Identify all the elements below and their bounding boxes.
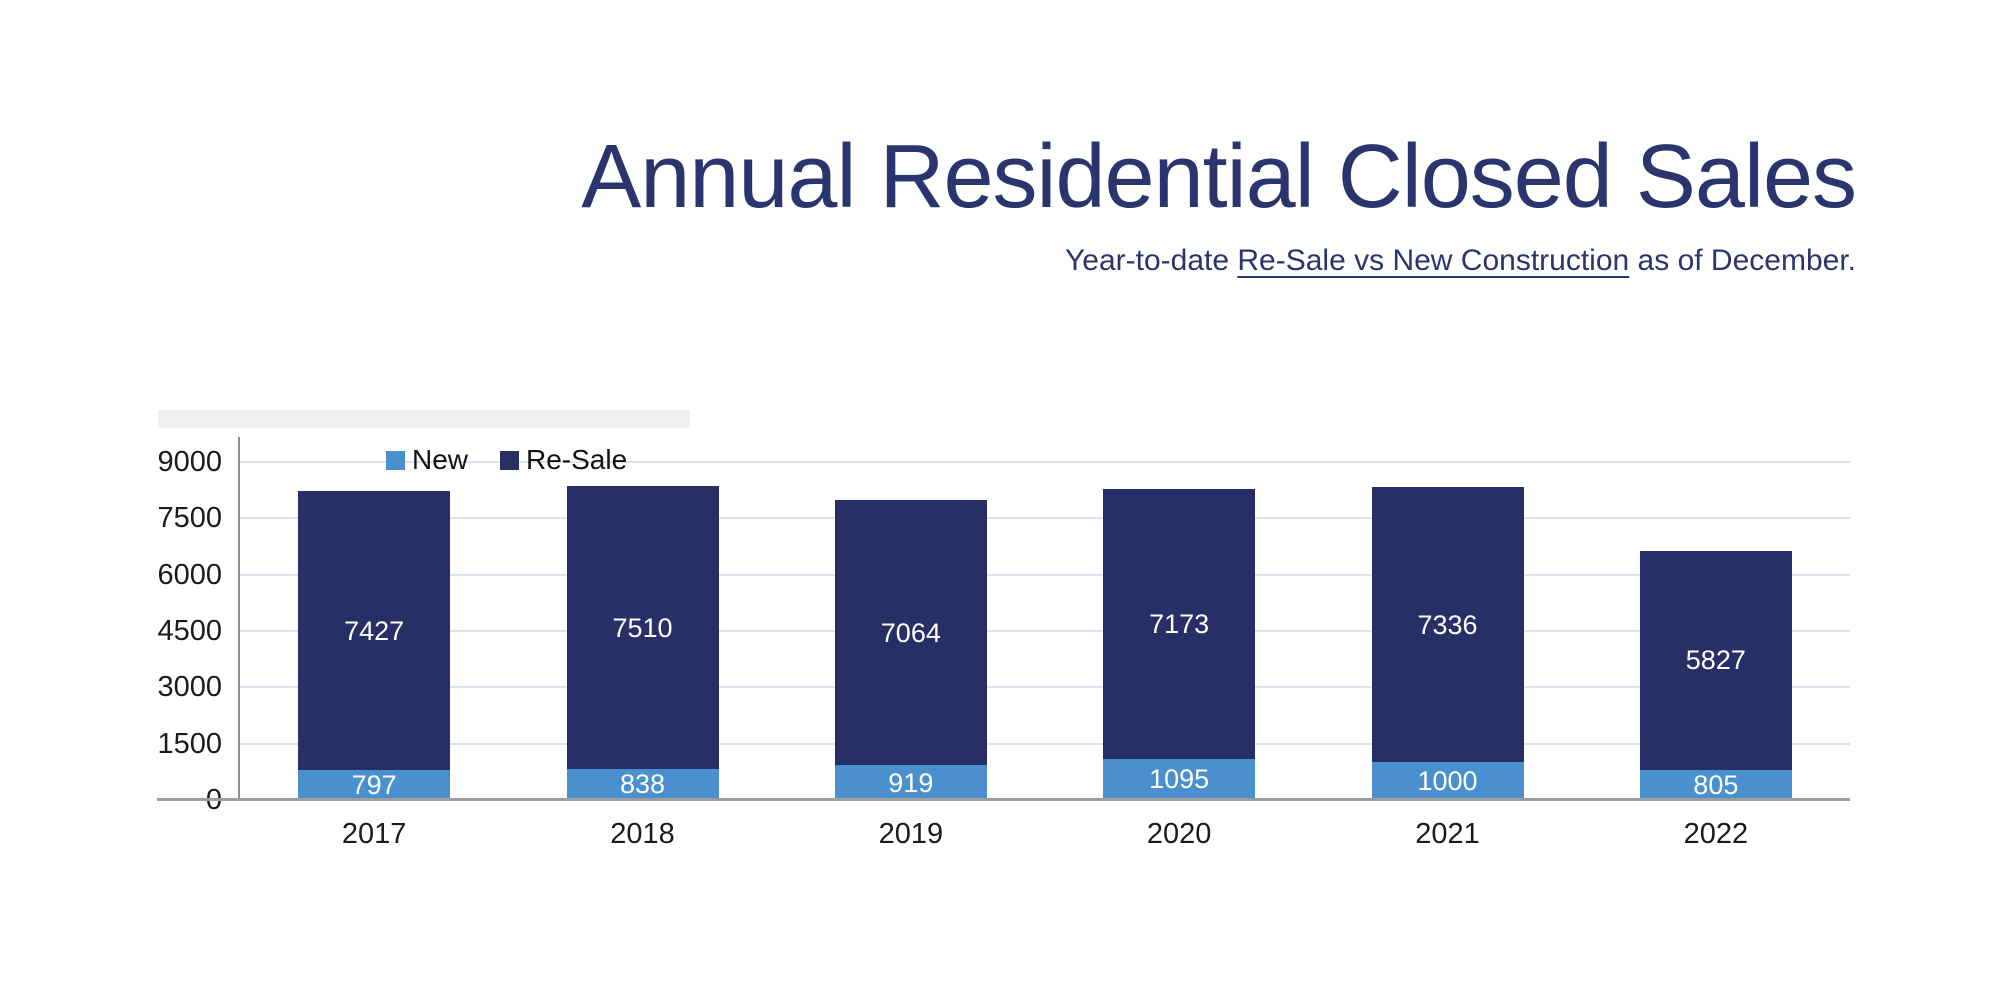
x-axis-label-2021: 2021 — [1415, 818, 1480, 850]
new-series-swatch-icon — [386, 450, 405, 470]
legend-label-new: New — [412, 444, 469, 475]
x-axis-baseline — [157, 798, 1850, 801]
bar-value-label-resale-2018: 7510 — [612, 612, 673, 643]
subtitle-suffix: as of December. — [1629, 244, 1856, 277]
bar-segment-new-2017 — [298, 770, 451, 800]
x-axis-label-2020: 2020 — [1146, 818, 1212, 850]
bar-segment-resale-2020 — [1103, 489, 1256, 759]
bar-value-label-resale-2019: 7064 — [880, 617, 941, 648]
bar-segment-new-2018 — [566, 768, 719, 800]
legend-item-resale: Re-Sale — [500, 444, 627, 476]
bar-segment-new-2021 — [1371, 762, 1524, 800]
y-axis-tick-label: 9000 — [157, 446, 222, 478]
y-axis-tick-label: 1500 — [157, 727, 222, 760]
subtitle-underlined-text: Re-Sale vs New Construction — [1237, 244, 1630, 277]
bar-value-label-new-2020: 1095 — [1149, 764, 1210, 795]
chart-subtitle: Year-to-date Re-Sale vs New Construction… — [1065, 244, 1856, 278]
gridline — [240, 686, 1850, 689]
bar-segment-new-2019 — [834, 765, 987, 800]
bar-value-label-new-2018: 838 — [619, 769, 666, 800]
y-axis-tick-label: 4500 — [157, 615, 222, 647]
x-axis-label-2018: 2018 — [610, 818, 675, 850]
bar-segment-resale-2019 — [834, 500, 987, 766]
subtitle-prefix: Year-to-date — [1065, 244, 1238, 277]
bar-value-label-new-2022: 805 — [1693, 769, 1739, 800]
bar-value-label-resale-2017: 7427 — [344, 615, 405, 646]
bar-segment-resale-2018 — [566, 486, 719, 769]
bar-segment-new-2022 — [1639, 769, 1792, 800]
y-axis-tick-label: 7500 — [157, 502, 222, 535]
resale-series-swatch-icon — [500, 450, 520, 470]
bar-value-label-new-2019: 919 — [888, 767, 934, 798]
bar-value-label-resale-2020: 7173 — [1149, 609, 1210, 640]
legend: New Re-Sale — [386, 444, 627, 476]
bar-segment-resale-2022 — [1639, 550, 1792, 770]
legend-label-resale: Re-Sale — [526, 444, 628, 475]
gridline — [240, 461, 1850, 463]
chart-title: Annual Residential Closed Sales — [581, 127, 1857, 227]
legend-item-new: New — [386, 444, 468, 476]
x-axis-label-2019: 2019 — [878, 818, 944, 850]
bar-value-label-new-2021: 1000 — [1417, 766, 1478, 797]
gridline — [240, 742, 1850, 745]
bar-segment-resale-2021 — [1371, 486, 1524, 763]
y-axis-tick-label: 3000 — [157, 671, 222, 704]
gridline — [240, 573, 1850, 576]
bar-value-label-resale-2022: 5827 — [1685, 645, 1746, 676]
x-axis-label-2022: 2022 — [1683, 818, 1749, 850]
y-axis-tick-label: 6000 — [157, 558, 222, 591]
bar-segment-new-2020 — [1103, 758, 1256, 800]
background-artifact — [158, 410, 690, 428]
gridline — [240, 630, 1850, 632]
y-axis-line — [238, 437, 240, 800]
bar-segment-resale-2017 — [298, 491, 451, 771]
bar-value-label-resale-2021: 7336 — [1417, 609, 1478, 640]
gridline — [240, 517, 1850, 520]
bar-value-label-new-2017: 797 — [351, 770, 397, 801]
x-axis-label-2017: 2017 — [341, 818, 407, 850]
